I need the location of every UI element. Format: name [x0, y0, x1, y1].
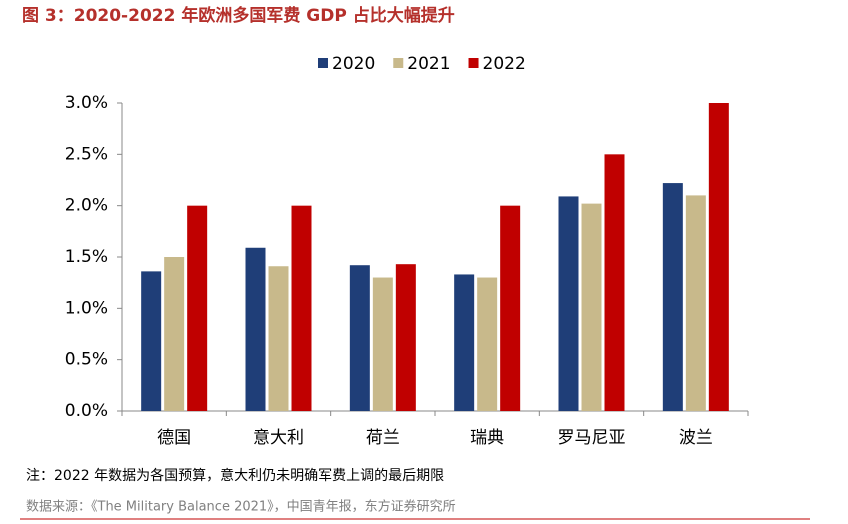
x-tick-label: 意大利 [253, 428, 304, 448]
bar [454, 274, 475, 411]
source: 数据来源：《The Military Balance 2021》，中国青年报，东… [26, 499, 456, 515]
bar [349, 265, 370, 411]
bar [708, 103, 729, 411]
legend-swatch [393, 58, 404, 68]
bar [268, 266, 289, 411]
bar [604, 154, 625, 412]
bar [662, 183, 683, 411]
y-tick-label: 2.0% [65, 196, 108, 216]
bar [477, 277, 498, 411]
y-tick-label: 0.5% [65, 350, 108, 370]
y-tick-label: 2.5% [65, 144, 108, 164]
note: 注：2022 年数据为各国预算，意大利仍未明确军费上调的最后期限 [26, 467, 444, 484]
bar [558, 196, 579, 411]
y-tick-label: 0.0% [65, 401, 108, 421]
legend-label: 2021 [407, 54, 450, 74]
bar [685, 195, 706, 411]
bar [581, 203, 602, 411]
bar [395, 264, 416, 411]
y-tick-label: 1.0% [65, 298, 108, 318]
bar [245, 247, 266, 411]
legend-swatch [318, 58, 328, 68]
bar [164, 257, 185, 411]
bar [187, 205, 208, 411]
x-tick-label: 荷兰 [366, 428, 400, 448]
bar [141, 271, 162, 411]
legend-swatch [468, 58, 479, 68]
x-tick-label: 波兰 [679, 428, 713, 448]
bar [372, 277, 393, 411]
bar [500, 205, 521, 411]
chart-title: 图 3：2020-2022 年欧洲多国军费 GDP 占比大幅提升 [22, 5, 455, 26]
x-tick-label: 瑞典 [470, 428, 504, 448]
x-tick-label: 德国 [157, 428, 191, 448]
x-tick-label: 罗马尼亚 [558, 428, 626, 448]
legend-label: 2020 [332, 54, 375, 74]
y-tick-label: 3.0% [65, 93, 108, 113]
bar [291, 205, 312, 411]
legend-label: 2022 [483, 54, 526, 74]
y-tick-label: 1.5% [65, 247, 108, 267]
